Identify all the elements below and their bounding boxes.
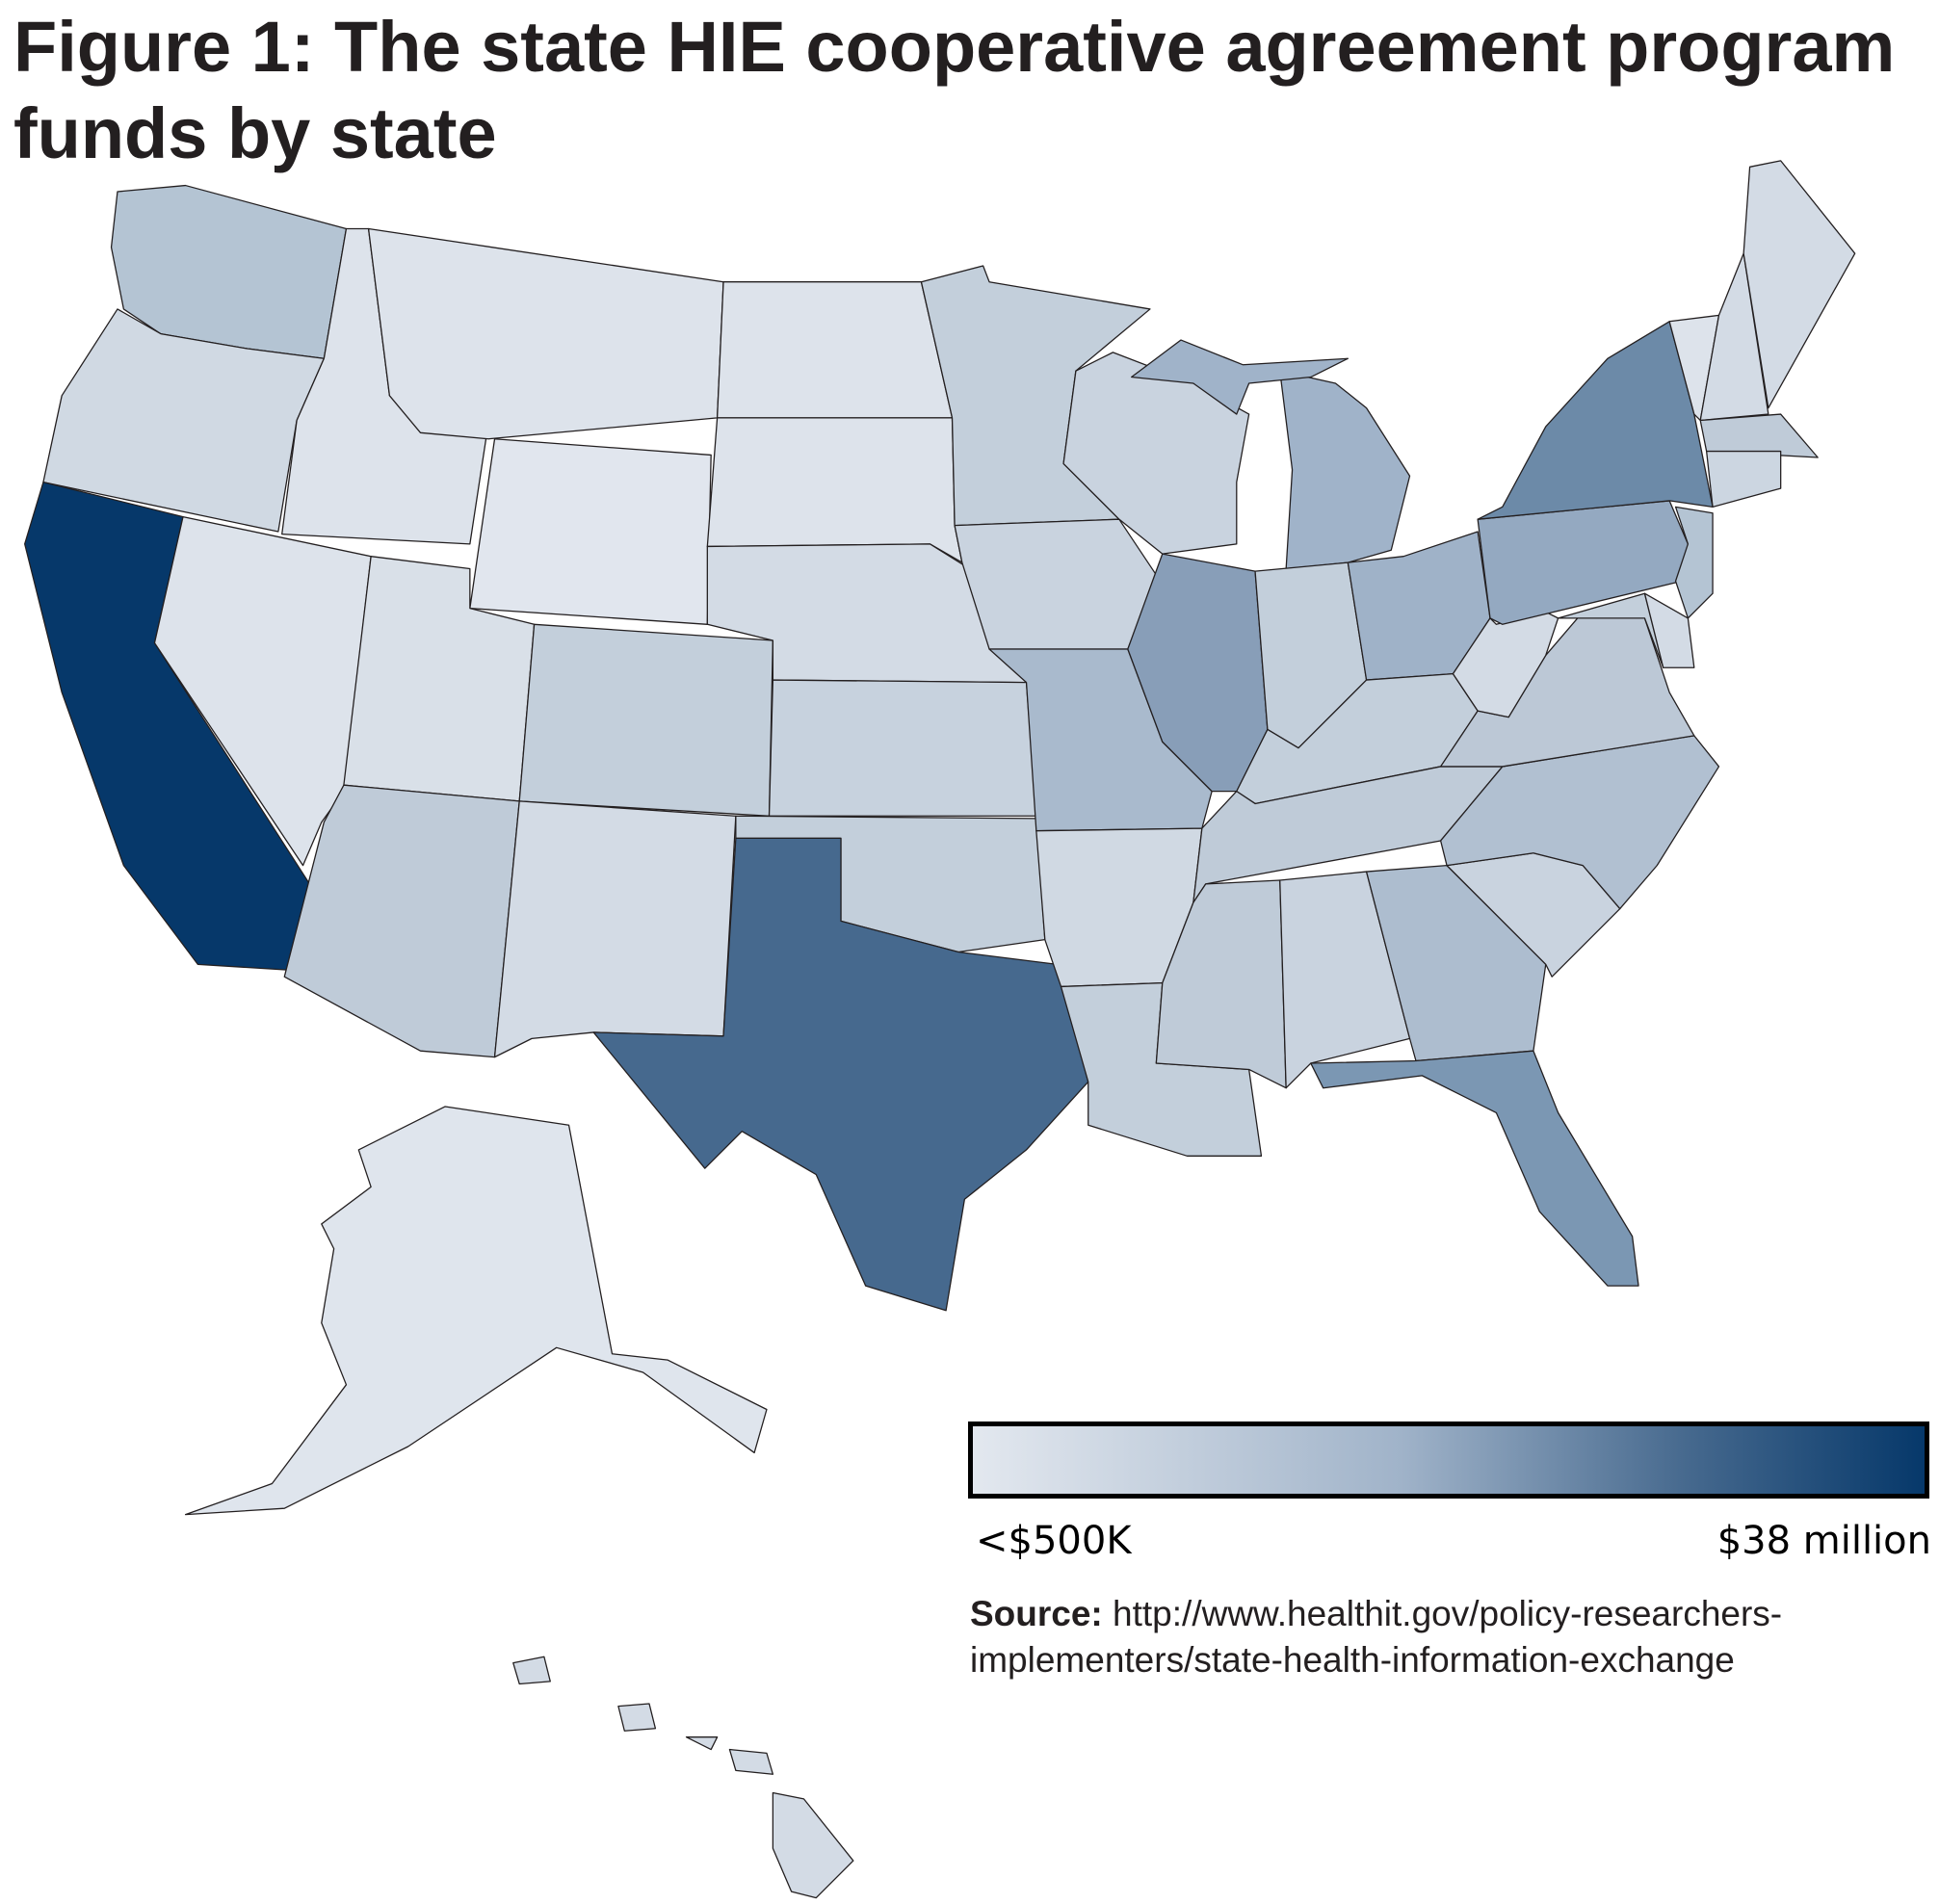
state-hi (685, 1736, 719, 1751)
state-mi (1279, 370, 1411, 570)
state-de (1643, 592, 1695, 668)
source-url: http://www.healthit.gov/policy-researche… (970, 1594, 1783, 1680)
state-nh (1699, 252, 1769, 422)
state-co (518, 623, 774, 817)
state-hi (772, 1791, 854, 1899)
legend-min-label: <$500K (976, 1519, 1132, 1563)
figure-title: Figure 1: The state HIE cooperative agre… (13, 7, 1896, 173)
state-hi (617, 1703, 657, 1732)
state-wy (469, 438, 712, 625)
state-nd (716, 281, 954, 419)
state-fl (1310, 1050, 1639, 1287)
state-sd (706, 417, 963, 563)
state-hi (728, 1748, 774, 1775)
source-label: Source: (970, 1594, 1103, 1633)
legend-max-label: $38 million (1716, 1519, 1931, 1563)
state-mi (1131, 339, 1349, 415)
state-mt (367, 227, 724, 440)
state-ks (768, 679, 1037, 817)
state-al (1279, 871, 1411, 1089)
state-hi (512, 1656, 551, 1685)
state-ma (1699, 413, 1819, 458)
state-nj (1674, 506, 1714, 619)
state-nm (493, 800, 737, 1058)
state-ak (184, 1106, 768, 1516)
state-tx (592, 837, 1089, 1312)
source-note: Source: http://www.healthit.gov/policy-r… (970, 1591, 1933, 1683)
state-me (1742, 160, 1856, 409)
state-ia (954, 518, 1157, 650)
color-scale-legend (968, 1421, 1929, 1499)
state-ct (1706, 450, 1782, 508)
